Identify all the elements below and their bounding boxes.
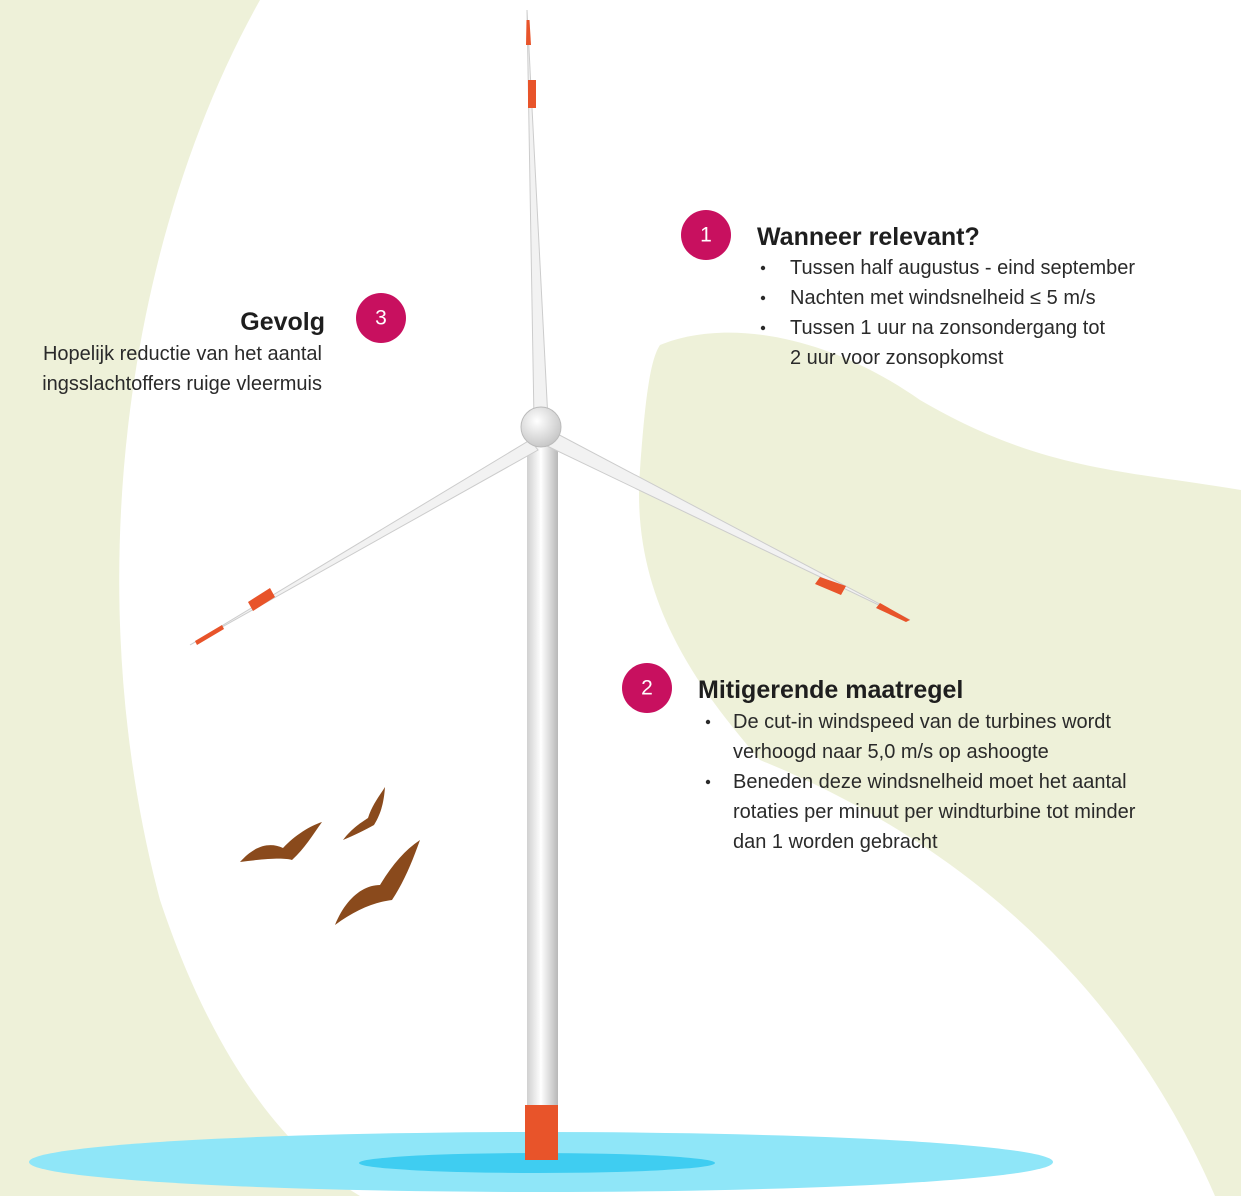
bullet xyxy=(760,295,766,301)
bats xyxy=(240,787,420,925)
bullet-text: Nachten met windsnelheid ≤ 5 m/s xyxy=(790,287,1096,309)
bullet-text: 2 uur voor zonsopkomst xyxy=(790,347,1004,369)
number-label: 2 xyxy=(641,677,653,700)
bullet-text: dan 1 worden gebracht xyxy=(733,831,938,853)
number-label: 1 xyxy=(700,224,712,247)
callout-title: Mitigerende maatregel xyxy=(698,676,963,704)
bullet-text: Tussen 1 uur na zonsondergang tot xyxy=(790,317,1105,339)
water-inner xyxy=(359,1153,715,1173)
bullet-text: verhoogd naar 5,0 m/s op ashoogte xyxy=(733,741,1049,763)
bullet xyxy=(705,779,711,785)
background-blob xyxy=(639,332,1241,1196)
background-blob xyxy=(0,0,360,1196)
callout-text: ingsslachtoffers ruige vleermuis xyxy=(42,373,322,395)
bullet-text: Tussen half augustus - eind september xyxy=(790,257,1135,279)
bullet xyxy=(760,265,766,271)
hub xyxy=(520,406,562,448)
bullet-text: Beneden deze windsnelheid moet het aanta… xyxy=(733,771,1127,793)
callout-title: Wanneer relevant? xyxy=(757,223,980,251)
number-badge xyxy=(356,293,406,343)
bullet xyxy=(760,325,766,331)
tower-base xyxy=(525,1105,558,1160)
tower xyxy=(527,435,558,1115)
callout-text: Hopelijk reductie van het aantal xyxy=(43,343,322,365)
bullet-text: rotaties per minuut per windturbine tot … xyxy=(733,801,1136,823)
bullet-text: De cut-in windspeed van de turbines word… xyxy=(733,711,1111,733)
number-badge xyxy=(681,210,731,260)
callout-title: Gevolg xyxy=(240,308,325,336)
number-badge xyxy=(622,663,672,713)
bullet xyxy=(705,719,711,725)
number-label: 3 xyxy=(375,307,387,330)
